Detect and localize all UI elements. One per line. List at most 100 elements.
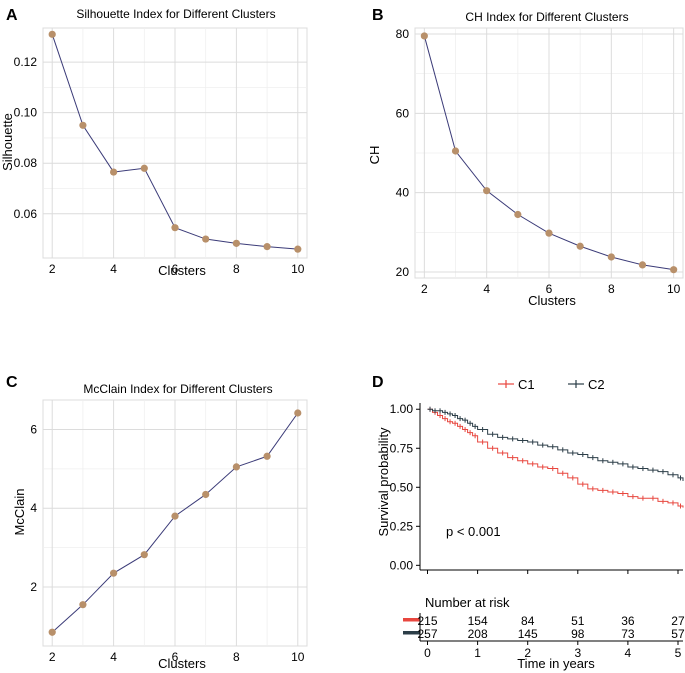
panel-d-ytick-label: 0.50 bbox=[390, 480, 414, 494]
panel-c-data-point bbox=[110, 569, 118, 577]
panel-d-legend: C1 C2 bbox=[498, 377, 605, 392]
panel-letter-a: A bbox=[6, 7, 18, 24]
panel-a-ytick-label: 0.06 bbox=[14, 207, 38, 221]
panel-c-xtick-label: 4 bbox=[110, 650, 117, 664]
risk-xtick-label: 5 bbox=[675, 646, 682, 660]
panel-c-xlabel: Clusters bbox=[158, 656, 206, 671]
panel-b-xtick-label: 8 bbox=[608, 282, 615, 296]
panel-c-ytick-label: 4 bbox=[30, 501, 37, 515]
panel-a-ytick-label: 0.10 bbox=[14, 106, 38, 120]
panel-a-xtick-label: 4 bbox=[110, 262, 117, 276]
risk-xtick-label: 3 bbox=[574, 646, 581, 660]
panel-d-plot: 0.00 0.25 0.50 0.75 1.00 bbox=[390, 402, 684, 574]
panel-d-ytick-label: 0.00 bbox=[390, 558, 414, 572]
panel-a-plot: 2 4 6 8 10 0.06 0.08 0.10 0.12 bbox=[14, 27, 308, 276]
panel-d: C1 C2 0.00 0.25 0.50 0.75 1.00 p < 0.001 Surv… bbox=[376, 377, 685, 671]
panel-c-title: McClain Index for Different Clusters bbox=[83, 382, 272, 396]
panel-c-data-point bbox=[232, 463, 240, 471]
panel-a-ytick-label: 0.12 bbox=[14, 55, 38, 69]
panel-b-ylabel: CH bbox=[367, 146, 382, 165]
panel-a-data-point bbox=[232, 239, 240, 247]
risk-cell: 98 bbox=[571, 627, 585, 641]
panel-c-data-point bbox=[263, 452, 271, 460]
panel-b-xtick-label: 4 bbox=[483, 282, 490, 296]
panel-c-ytick-label: 6 bbox=[30, 423, 37, 437]
panel-b-data-point bbox=[451, 147, 460, 155]
panel-c-xtick-label: 6 bbox=[172, 650, 179, 664]
panel-a-xlabel: Clusters bbox=[158, 263, 206, 278]
panel-a-data-point bbox=[202, 235, 210, 243]
panel-letter-d: D bbox=[372, 374, 384, 391]
panel-c-xtick-label: 8 bbox=[233, 650, 240, 664]
panel-b-data-point bbox=[545, 229, 553, 237]
panel-a-data-point bbox=[140, 164, 148, 172]
risk-row-swatch-c1 bbox=[403, 618, 420, 622]
panel-c-xtick-label: 10 bbox=[291, 650, 305, 664]
panel-b-data-point bbox=[607, 253, 615, 261]
panel-c-plot: 2 4 6 8 10 2 4 6 bbox=[30, 399, 308, 664]
risk-table-title: Number at risk bbox=[425, 595, 510, 610]
risk-cell: 27 bbox=[671, 614, 685, 628]
risk-cell: 57 bbox=[671, 627, 685, 641]
panel-b-ytick-label: 40 bbox=[396, 186, 410, 200]
panel-a: Silhouette Index for Different Clusters … bbox=[0, 7, 308, 278]
panel-d-annotation: p < 0.001 bbox=[446, 524, 501, 539]
panel-b-data-point bbox=[483, 187, 491, 195]
panel-d-ytick-label: 0.25 bbox=[390, 519, 414, 533]
risk-xtick-label: 4 bbox=[625, 646, 632, 660]
panel-a-title: Silhouette Index for Different Clusters bbox=[76, 7, 275, 21]
risk-xtick-label: 1 bbox=[474, 646, 481, 660]
km-curve-c2 bbox=[427, 408, 684, 482]
risk-cell: 145 bbox=[518, 627, 538, 641]
panel-d-xlabel: Time in years bbox=[517, 656, 595, 671]
risk-cell: 257 bbox=[417, 627, 437, 641]
panel-c-data-point bbox=[294, 409, 302, 417]
panel-c-data-point bbox=[140, 551, 148, 559]
risk-row-swatch-c2 bbox=[403, 631, 420, 635]
panel-c-data-point bbox=[79, 601, 87, 609]
panel-b-xlabel: Clusters bbox=[528, 293, 576, 308]
panel-d-ytick-label: 1.00 bbox=[390, 402, 414, 416]
panel-c-data-point bbox=[48, 628, 56, 636]
risk-table: 215 154 84 51 36 27 257 208 145 98 73 57 0 1 2 3 4 5 bbox=[403, 613, 685, 660]
panel-a-data-point bbox=[79, 121, 87, 129]
risk-cell: 154 bbox=[468, 614, 488, 628]
risk-cell: 215 bbox=[417, 614, 437, 628]
risk-cell: 84 bbox=[521, 614, 535, 628]
panel-c: McClain Index for Different Clusters 2 4 6… bbox=[12, 382, 308, 671]
panel-b-ytick-label: 60 bbox=[396, 106, 410, 120]
panel-letter-c: C bbox=[6, 374, 18, 391]
panel-c-xtick-label: 2 bbox=[49, 650, 56, 664]
risk-cell: 208 bbox=[468, 627, 488, 641]
legend-label-c2: C2 bbox=[588, 377, 605, 392]
panel-d-ytick-label: 0.75 bbox=[390, 441, 414, 455]
panel-b-data-point bbox=[576, 242, 584, 250]
panel-b-xtick-label: 6 bbox=[546, 282, 553, 296]
panel-a-ytick-label: 0.08 bbox=[14, 156, 38, 170]
panel-a-ylabel: Silhouette bbox=[0, 113, 15, 171]
risk-cell: 73 bbox=[621, 627, 635, 641]
risk-cell: 51 bbox=[571, 614, 585, 628]
panel-b-data-point bbox=[420, 32, 428, 40]
panel-b-xtick-label: 2 bbox=[421, 282, 428, 296]
panel-b-data-point bbox=[638, 261, 647, 269]
panel-b-ytick-label: 80 bbox=[396, 27, 410, 41]
panel-a-xtick-label: 2 bbox=[49, 262, 56, 276]
legend-label-c1: C1 bbox=[518, 377, 535, 392]
panel-a-data-point bbox=[48, 30, 56, 38]
panel-c-data-point bbox=[202, 490, 210, 499]
panel-letter-b: B bbox=[372, 7, 384, 24]
panel-a-data-point bbox=[263, 243, 271, 251]
panel-a-data-point bbox=[110, 168, 118, 176]
panel-a-xtick-label: 10 bbox=[291, 262, 305, 276]
panel-b-data-point bbox=[514, 210, 522, 219]
km-curve-c1 bbox=[427, 408, 684, 508]
panel-a-data-point bbox=[171, 224, 179, 232]
panel-b-ytick-label: 20 bbox=[396, 265, 410, 279]
panel-c-data-point bbox=[171, 512, 179, 520]
panel-b-plot: 2 4 6 8 10 20 40 60 80 bbox=[396, 27, 684, 296]
panel-b: CH Index for Different Clusters 2 4 6 8 10 20… bbox=[367, 10, 684, 308]
panel-c-ylabel: McClain bbox=[12, 489, 27, 536]
risk-xtick-label: 0 bbox=[424, 646, 431, 660]
